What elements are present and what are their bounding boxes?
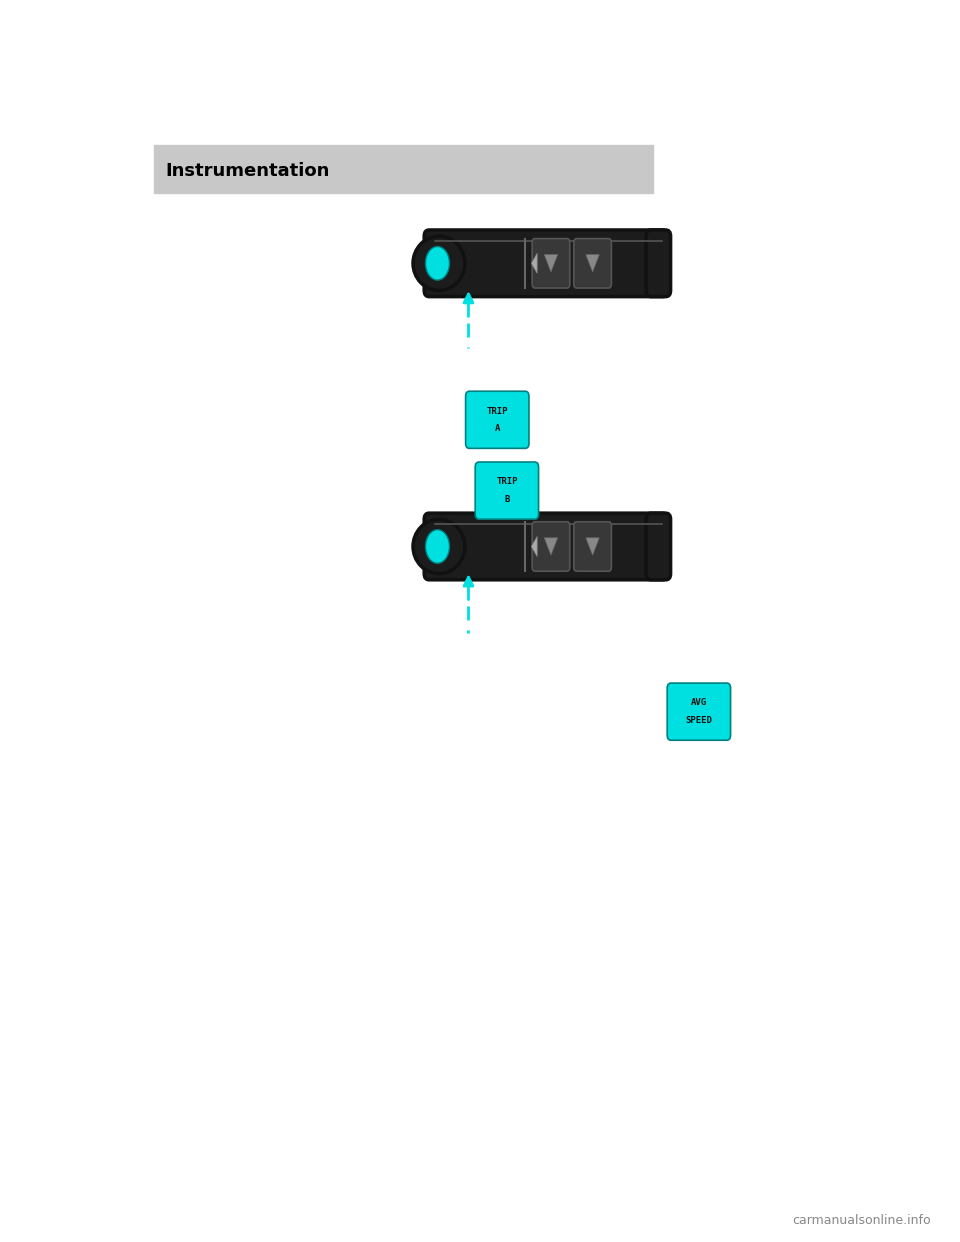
FancyBboxPatch shape <box>466 391 529 448</box>
FancyBboxPatch shape <box>646 230 671 297</box>
FancyBboxPatch shape <box>574 238 612 288</box>
Text: TRIP: TRIP <box>496 477 517 487</box>
Text: B: B <box>504 494 510 504</box>
Polygon shape <box>586 255 599 272</box>
Text: carmanualsonline.info: carmanualsonline.info <box>793 1215 931 1227</box>
FancyBboxPatch shape <box>424 513 667 580</box>
FancyBboxPatch shape <box>475 462 539 519</box>
Polygon shape <box>544 255 558 272</box>
Ellipse shape <box>425 529 449 564</box>
Ellipse shape <box>425 246 449 281</box>
Text: TRIP: TRIP <box>487 406 508 416</box>
Text: SPEED: SPEED <box>685 715 712 725</box>
FancyBboxPatch shape <box>532 238 569 288</box>
FancyBboxPatch shape <box>424 230 667 297</box>
Text: A: A <box>494 424 500 433</box>
Polygon shape <box>532 253 538 273</box>
Polygon shape <box>544 538 558 555</box>
Polygon shape <box>586 538 599 555</box>
FancyBboxPatch shape <box>667 683 731 740</box>
FancyBboxPatch shape <box>574 522 612 571</box>
FancyBboxPatch shape <box>646 513 671 580</box>
Ellipse shape <box>413 519 465 574</box>
Text: AVG: AVG <box>691 698 707 708</box>
FancyBboxPatch shape <box>532 522 569 571</box>
Polygon shape <box>532 537 538 556</box>
Ellipse shape <box>413 236 465 291</box>
Text: Instrumentation: Instrumentation <box>165 163 329 180</box>
FancyBboxPatch shape <box>154 145 653 193</box>
